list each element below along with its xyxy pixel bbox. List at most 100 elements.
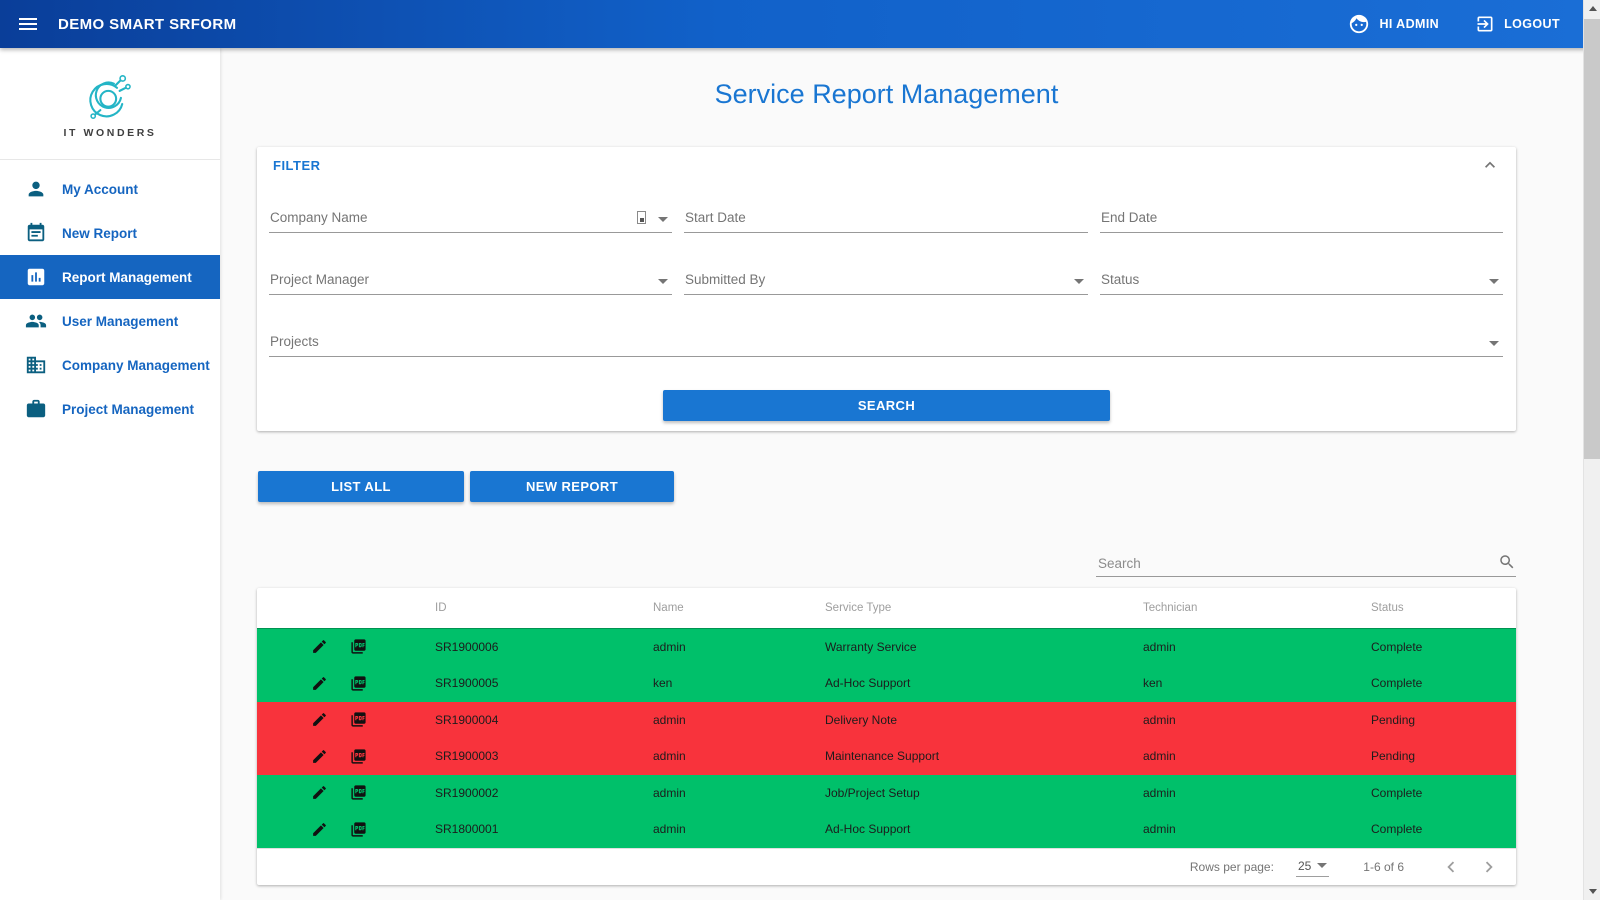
list-all-button[interactable]: LIST ALL bbox=[258, 471, 464, 502]
sidebar: IT WONDERS My Account New Report Report … bbox=[0, 48, 220, 900]
cell-id: SR1900003 bbox=[435, 738, 653, 775]
cell-name: admin bbox=[653, 628, 825, 665]
briefcase-icon bbox=[25, 398, 47, 420]
exit-icon bbox=[1475, 14, 1495, 34]
scrollbar-thumb[interactable] bbox=[1584, 19, 1600, 459]
table-row[interactable]: SR1900006 admin Warranty Service admin C… bbox=[257, 628, 1516, 665]
page-title: Service Report Management bbox=[257, 79, 1516, 110]
edit-icon[interactable] bbox=[311, 638, 328, 655]
sidebar-item-label: User Management bbox=[62, 314, 178, 329]
search-icon bbox=[1498, 553, 1516, 571]
col-actions bbox=[257, 588, 435, 628]
previous-page-button[interactable] bbox=[1440, 856, 1462, 878]
col-status: Status bbox=[1371, 588, 1516, 628]
cell-status: Complete bbox=[1371, 811, 1516, 848]
rows-per-page-label: Rows per page: bbox=[1190, 860, 1274, 874]
table-search-input[interactable] bbox=[1098, 556, 1478, 571]
table-row[interactable]: SR1900002 admin Job/Project Setup admin … bbox=[257, 775, 1516, 812]
col-service-type: Service Type bbox=[825, 588, 1143, 628]
table-row[interactable]: SR1900003 admin Maintenance Support admi… bbox=[257, 738, 1516, 775]
submitted-by-field[interactable]: Submitted By bbox=[684, 265, 1088, 295]
dropdown-arrow-icon bbox=[1074, 279, 1084, 284]
pdf-icon[interactable] bbox=[350, 821, 367, 838]
sidebar-item-label: Company Management bbox=[62, 358, 210, 373]
filter-header: FILTER bbox=[273, 158, 321, 173]
rows-per-page-select[interactable]: 25 bbox=[1296, 857, 1329, 877]
cell-status: Pending bbox=[1371, 738, 1516, 775]
menu-icon[interactable] bbox=[16, 12, 40, 36]
status-field[interactable]: Status bbox=[1100, 265, 1503, 295]
end-date-field[interactable]: End Date bbox=[1100, 203, 1503, 233]
cell-technician: ken bbox=[1143, 665, 1371, 702]
sidebar-item-label: New Report bbox=[62, 226, 137, 241]
cell-id: SR1900005 bbox=[435, 665, 653, 702]
app-bar: DEMO SMART SRFORM HI ADMIN LOGOUT bbox=[0, 0, 1600, 48]
edit-icon[interactable] bbox=[311, 748, 328, 765]
cell-name: admin bbox=[653, 811, 825, 848]
cell-technician: admin bbox=[1143, 775, 1371, 812]
edit-icon[interactable] bbox=[311, 784, 328, 801]
dropdown-arrow-icon bbox=[658, 217, 668, 222]
new-report-button[interactable]: NEW REPORT bbox=[470, 471, 674, 502]
sidebar-item-label: My Account bbox=[62, 182, 138, 197]
table-row[interactable]: SR1900004 admin Delivery Note admin Pend… bbox=[257, 702, 1516, 739]
scroll-down-arrow-icon[interactable] bbox=[1584, 883, 1600, 900]
pdf-icon[interactable] bbox=[350, 638, 367, 655]
sidebar-item-new-report[interactable]: New Report bbox=[0, 211, 220, 255]
pdf-icon[interactable] bbox=[350, 784, 367, 801]
app-title: DEMO SMART SRFORM bbox=[58, 16, 236, 33]
itwonders-logo-icon bbox=[82, 69, 138, 125]
col-id: ID bbox=[435, 588, 653, 628]
bar-chart-icon bbox=[25, 266, 47, 288]
main-content: Service Report Management FILTER Company… bbox=[220, 48, 1583, 900]
projects-field[interactable]: Projects bbox=[269, 327, 1503, 357]
pdf-icon[interactable] bbox=[350, 675, 367, 692]
missing-glyph-icon bbox=[637, 211, 646, 224]
edit-icon[interactable] bbox=[311, 675, 328, 692]
sidebar-item-my-account[interactable]: My Account bbox=[0, 167, 220, 211]
table-row[interactable]: SR1800001 admin Ad-Hoc Support admin Com… bbox=[257, 811, 1516, 848]
cell-technician: admin bbox=[1143, 811, 1371, 848]
sidebar-item-report-management[interactable]: Report Management bbox=[0, 255, 220, 299]
pdf-icon[interactable] bbox=[350, 748, 367, 765]
cell-id: SR1900004 bbox=[435, 702, 653, 739]
dropdown-arrow-icon bbox=[1489, 279, 1499, 284]
cell-service-type: Job/Project Setup bbox=[825, 775, 1143, 812]
cell-name: ken bbox=[653, 665, 825, 702]
col-name: Name bbox=[653, 588, 825, 628]
pdf-icon[interactable] bbox=[350, 711, 367, 728]
logout-label: LOGOUT bbox=[1504, 17, 1560, 31]
filter-panel: FILTER Company Name Start Date End Date … bbox=[257, 147, 1516, 431]
scroll-up-arrow-icon[interactable] bbox=[1584, 0, 1600, 17]
edit-icon[interactable] bbox=[311, 821, 328, 838]
sidebar-item-label: Project Management bbox=[62, 402, 194, 417]
table-row[interactable]: SR1900005 ken Ad-Hoc Support ken Complet… bbox=[257, 665, 1516, 702]
company-name-field[interactable]: Company Name bbox=[269, 203, 672, 233]
user-greeting-group[interactable]: HI ADMIN bbox=[1348, 13, 1439, 35]
company-logo: IT WONDERS bbox=[0, 48, 220, 160]
cell-technician: admin bbox=[1143, 628, 1371, 665]
project-manager-field[interactable]: Project Manager bbox=[269, 265, 672, 295]
sidebar-item-user-management[interactable]: User Management bbox=[0, 299, 220, 343]
person-icon bbox=[25, 178, 47, 200]
chevron-left-icon bbox=[1440, 856, 1462, 878]
cell-service-type: Delivery Note bbox=[825, 702, 1143, 739]
pagination-range: 1-6 of 6 bbox=[1363, 860, 1404, 874]
sidebar-item-project-management[interactable]: Project Management bbox=[0, 387, 220, 431]
cell-service-type: Ad-Hoc Support bbox=[825, 665, 1143, 702]
search-button[interactable]: SEARCH bbox=[663, 390, 1110, 421]
next-page-button[interactable] bbox=[1478, 856, 1500, 878]
cell-technician: admin bbox=[1143, 702, 1371, 739]
start-date-field[interactable]: Start Date bbox=[684, 203, 1088, 233]
cell-name: admin bbox=[653, 738, 825, 775]
cell-id: SR1900006 bbox=[435, 628, 653, 665]
sidebar-menu: My Account New Report Report Management … bbox=[0, 160, 220, 431]
sidebar-item-company-management[interactable]: Company Management bbox=[0, 343, 220, 387]
logout-button[interactable]: LOGOUT bbox=[1475, 14, 1560, 34]
edit-icon[interactable] bbox=[311, 711, 328, 728]
logo-text: IT WONDERS bbox=[63, 127, 156, 139]
table-pagination: Rows per page: 25 1-6 of 6 bbox=[257, 848, 1516, 885]
table-header-row: ID Name Service Type Technician Status bbox=[257, 588, 1516, 628]
collapse-chevron-up-icon[interactable] bbox=[1480, 155, 1500, 175]
cell-status: Complete bbox=[1371, 665, 1516, 702]
